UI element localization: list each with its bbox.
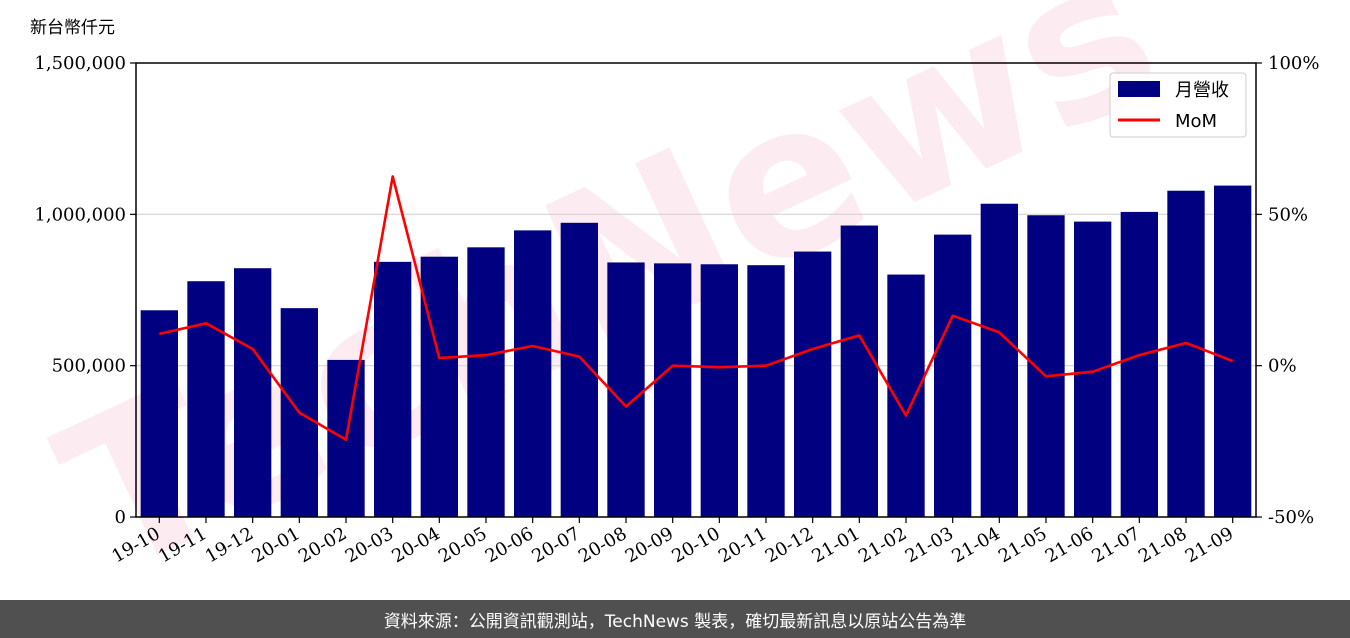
bar <box>934 234 972 517</box>
right-tick-label: 50% <box>1268 204 1308 225</box>
legend-label-revenue: 月營收 <box>1175 80 1229 101</box>
bar <box>1120 211 1158 518</box>
mom-line <box>159 175 1234 442</box>
bar <box>1074 221 1112 517</box>
bar <box>374 261 412 517</box>
x-tick-label: 20-03 <box>342 523 397 567</box>
plot-frame <box>135 62 1257 518</box>
bar <box>1167 190 1205 517</box>
bar <box>420 256 458 517</box>
right-tick-label: -50% <box>1268 507 1314 528</box>
bar <box>140 310 178 517</box>
left-tick-label: 0 <box>115 507 126 528</box>
legend: 月營收 MoM <box>1109 72 1247 138</box>
x-tick-label: 20-04 <box>388 523 443 567</box>
x-tick-label: 20-12 <box>762 523 817 567</box>
legend-swatch-bar <box>1118 81 1160 97</box>
bar <box>794 251 832 517</box>
left-tick-label: 500,000 <box>52 356 126 377</box>
bar <box>607 262 645 517</box>
footer-text: 資料來源：公開資訊觀測站，TechNews 製表，確切最新訊息以原站公告為準 <box>383 611 967 632</box>
bar <box>887 274 925 517</box>
left-tick-label: 1,000,000 <box>34 204 126 225</box>
bar <box>467 247 505 517</box>
x-tick-label: 21-02 <box>855 523 910 567</box>
right-axis: -50% 0% 50% 100% <box>1256 53 1319 528</box>
left-axis: 0 500,000 1,000,000 1,500,000 <box>34 53 136 528</box>
x-tick-label: 20-06 <box>482 523 537 567</box>
source-footer: 資料來源：公開資訊觀測站，TechNews 製表，確切最新訊息以原站公告為準 <box>0 600 1350 638</box>
x-tick-label: 20-08 <box>575 523 630 567</box>
bar <box>1214 185 1252 517</box>
x-tick-label: 21-03 <box>902 523 957 567</box>
bar <box>514 230 552 517</box>
right-tick-label: 0% <box>1268 356 1297 377</box>
x-tick-label: 20-11 <box>715 523 770 567</box>
x-tick-label: 21-06 <box>1042 523 1097 567</box>
bar <box>980 203 1018 518</box>
bar <box>1027 215 1065 517</box>
x-tick-label: 21-01 <box>808 523 863 567</box>
bar <box>654 263 692 517</box>
bar-series <box>140 185 1252 518</box>
x-tick-label: 21-07 <box>1088 523 1143 567</box>
x-tick-label: 20-07 <box>528 523 583 567</box>
bar <box>234 268 272 517</box>
bar <box>747 265 785 517</box>
bar <box>840 225 878 518</box>
x-tick-label: 20-05 <box>435 523 490 567</box>
left-tick-label: 1,500,000 <box>34 53 126 74</box>
legend-label-mom: MoM <box>1175 111 1217 132</box>
y-unit-label: 新台幣仟元 <box>30 18 115 38</box>
x-tick-label: 21-05 <box>995 523 1050 567</box>
right-tick-label: 100% <box>1268 53 1319 74</box>
x-tick-label: 20-09 <box>622 523 677 567</box>
x-tick-label: 21-08 <box>1135 523 1190 567</box>
x-tick-label: 21-09 <box>1182 523 1237 567</box>
line-series <box>159 175 1234 442</box>
x-tick-label: 21-04 <box>948 523 1003 567</box>
x-tick-label: 20-10 <box>668 523 723 567</box>
bar <box>700 264 738 517</box>
bar <box>187 281 225 517</box>
